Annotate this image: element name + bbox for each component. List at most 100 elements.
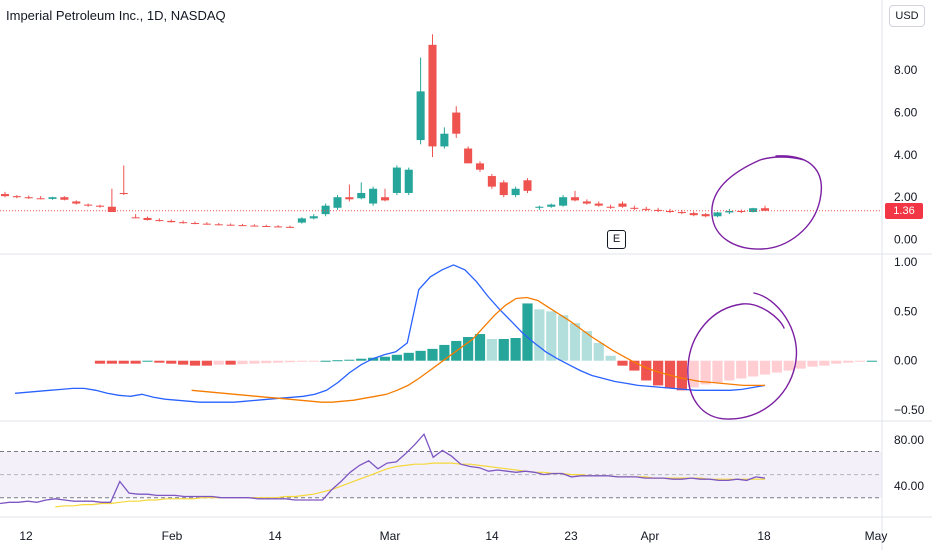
macd-histogram-bar (546, 311, 557, 361)
candle (701, 213, 710, 218)
candle (713, 212, 722, 218)
macd-tick-label: 0.00 (894, 354, 918, 368)
candle-body (321, 205, 330, 215)
candle (309, 214, 318, 220)
last-price-label: 1.36 (885, 203, 923, 219)
macd-histogram-bar (284, 360, 296, 363)
chart-title: Imperial Petroleum Inc., 1D, NASDAQ (6, 8, 226, 23)
candle (107, 188, 116, 213)
candle (250, 224, 259, 227)
time-tick-label: 14 (268, 529, 282, 543)
candle-body (131, 217, 140, 219)
macd-histogram-bar (403, 352, 414, 361)
macd-histogram-bar (166, 360, 177, 364)
macd-histogram-bar (308, 360, 319, 362)
rsi-line (0, 432, 766, 505)
candle-body (119, 192, 128, 195)
macd-histogram-bar (593, 342, 604, 361)
candle-body (606, 206, 615, 208)
currency-button[interactable]: USD (889, 5, 925, 27)
candle (725, 208, 734, 215)
price-tick-label: 2.00 (894, 190, 918, 204)
macd-histogram-bar (94, 360, 106, 364)
price-tick-label: 4.00 (894, 148, 918, 162)
candle (72, 200, 81, 205)
candle (190, 221, 200, 225)
candle-body (95, 205, 105, 207)
candle-body (333, 197, 342, 208)
candle (380, 188, 390, 202)
candle (167, 219, 176, 223)
candle-body (630, 207, 639, 209)
macd-histogram-bar (344, 359, 355, 361)
candle-body (285, 226, 295, 228)
macd-tick-label: 0.50 (894, 304, 918, 318)
candle-body (167, 220, 176, 223)
candle (321, 203, 330, 217)
candle (179, 220, 188, 224)
macd-histogram-bar (154, 360, 165, 363)
macd-histogram-bar (439, 344, 450, 361)
macd-histogram-bar (736, 360, 747, 379)
candle-body (677, 212, 686, 214)
time-tick-label: Feb (162, 529, 183, 543)
macd-histogram-bar (510, 338, 521, 361)
macd-histogram-bar (712, 360, 723, 383)
candle-body (404, 169, 413, 193)
candle-body (369, 188, 378, 204)
macd-histogram-bar (866, 360, 877, 362)
candle (143, 216, 152, 221)
candle-body (428, 44, 437, 147)
candle (84, 203, 93, 207)
candle-body (250, 225, 259, 227)
candle-body (107, 206, 116, 213)
macd-histogram-bar (391, 354, 402, 361)
candle-body (202, 223, 211, 225)
candle (464, 146, 473, 164)
candle-body (618, 203, 627, 207)
macd-histogram-bar (201, 360, 212, 366)
time-tick-label: 12 (19, 529, 33, 543)
macd-histogram-bar (522, 303, 533, 361)
candle-body (84, 204, 93, 206)
macd-histogram-bar (474, 334, 486, 361)
price-tick-label: 8.00 (894, 63, 918, 77)
candle (369, 186, 378, 206)
rsi-tick-label: 80.00 (894, 433, 924, 447)
macd-histogram-bar (807, 360, 818, 367)
macd-histogram-bar (819, 360, 830, 366)
macd-pane (14, 264, 877, 403)
candle (523, 178, 532, 193)
candle-body (535, 206, 544, 208)
macd-histogram-bar (617, 360, 628, 366)
candle-body (701, 214, 710, 217)
candle (559, 195, 568, 207)
candle-body (179, 222, 188, 224)
candle-body (642, 208, 651, 210)
candle-body (452, 112, 461, 134)
macd-histogram-bar (748, 360, 759, 377)
macd-histogram-bar (534, 309, 545, 361)
candle-body (487, 176, 496, 187)
candle (428, 34, 437, 157)
candle (535, 205, 544, 210)
candle-body (274, 226, 283, 228)
candle (202, 222, 211, 225)
candle-body (60, 197, 69, 200)
macd-histogram-bar (498, 338, 509, 361)
candle-body (713, 212, 722, 217)
macd-histogram-bar (486, 338, 497, 361)
earnings-marker[interactable]: E (607, 230, 626, 249)
candle-body (24, 197, 33, 199)
candle-body (380, 197, 390, 201)
macd-histogram-bar (759, 360, 771, 375)
macd-histogram-bar (356, 358, 367, 361)
macd-histogram-bar (332, 360, 343, 362)
candle (297, 217, 306, 224)
candle (0, 191, 10, 198)
candle-body (547, 204, 556, 207)
candle (487, 173, 496, 189)
macd-histogram-bar (783, 360, 794, 371)
